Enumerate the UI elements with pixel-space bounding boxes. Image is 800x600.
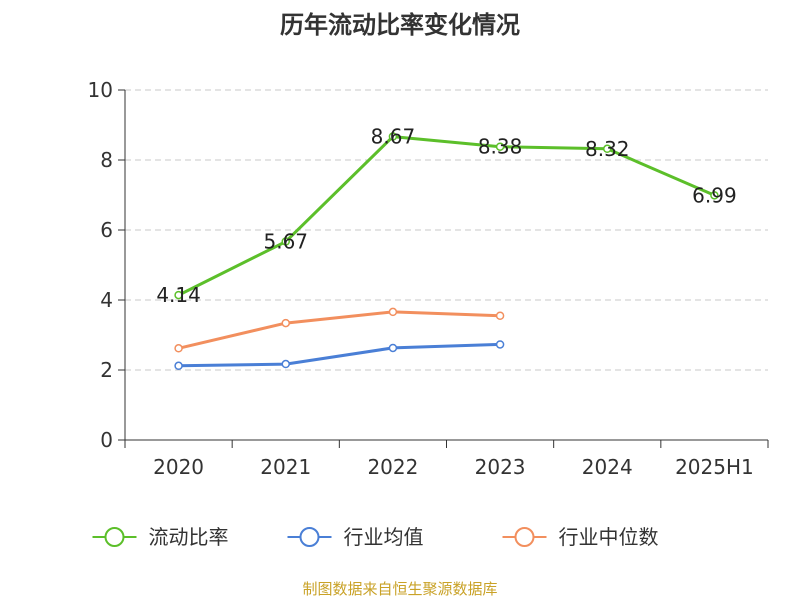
y-tick-label: 4 (100, 288, 113, 312)
y-tick-label: 8 (100, 148, 113, 172)
data-point (281, 359, 290, 369)
x-tick-label: 2025H1 (675, 455, 754, 479)
x-tick-label: 2023 (475, 455, 526, 479)
legend-marker (514, 527, 535, 547)
data-point (603, 144, 612, 154)
y-tick-label: 10 (88, 78, 113, 102)
data-label: 6.99 (692, 183, 737, 207)
data-label: 8.67 (371, 125, 416, 149)
y-tick-label: 2 (100, 358, 113, 382)
data-labels: 4.14 5.67 8.67 8.38 8.32 6.99 (156, 125, 736, 308)
x-tick-label: 2020 (153, 455, 204, 479)
grid-lines (125, 89, 768, 371)
data-point (281, 237, 290, 246)
legend-label: 流动比率 (149, 525, 229, 549)
legend: 流动比率 行业均值 行业中位数 (92, 525, 659, 549)
legend-label: 行业均值 (344, 525, 424, 549)
series-line-1 (178, 342, 501, 368)
data-point (495, 142, 505, 151)
data-point (388, 307, 398, 317)
data-point (174, 344, 183, 353)
data-point (174, 361, 183, 371)
x-tick-label: 2021 (260, 455, 311, 479)
y-tick-label: 6 (100, 218, 113, 242)
legend-marker (104, 527, 125, 547)
legend-item-2: 行业中位数 (502, 525, 659, 549)
data-point (495, 340, 505, 349)
data-point (174, 290, 183, 300)
data-label: 4.14 (156, 283, 201, 307)
legend-marker (299, 527, 320, 547)
chart-title: 历年流动比率变化情况 (280, 11, 520, 39)
series-line-0 (177, 135, 715, 297)
series (174, 132, 719, 371)
data-label: 5.67 (263, 230, 308, 254)
axes: 0 2 4 6 8 10 2020 2021 2022 2023 2024 2025H1 (88, 78, 769, 479)
y-tick-label: 0 (100, 428, 113, 452)
x-tick-label: 2022 (367, 455, 418, 479)
data-point (388, 343, 398, 353)
x-tick-label: 2024 (582, 455, 633, 479)
data-point (388, 132, 398, 141)
source-note: 制图数据来自恒生聚源数据库 (302, 580, 497, 598)
data-label: 8.38 (478, 135, 523, 159)
data-point (281, 318, 290, 328)
data-point (710, 191, 719, 200)
legend-label: 行业中位数 (559, 525, 659, 549)
legend-item-1: 行业均值 (287, 525, 424, 549)
series-line-2 (178, 310, 501, 350)
data-label: 8.32 (585, 137, 630, 161)
legend-item-0: 流动比率 (92, 525, 229, 549)
data-point (495, 311, 505, 320)
